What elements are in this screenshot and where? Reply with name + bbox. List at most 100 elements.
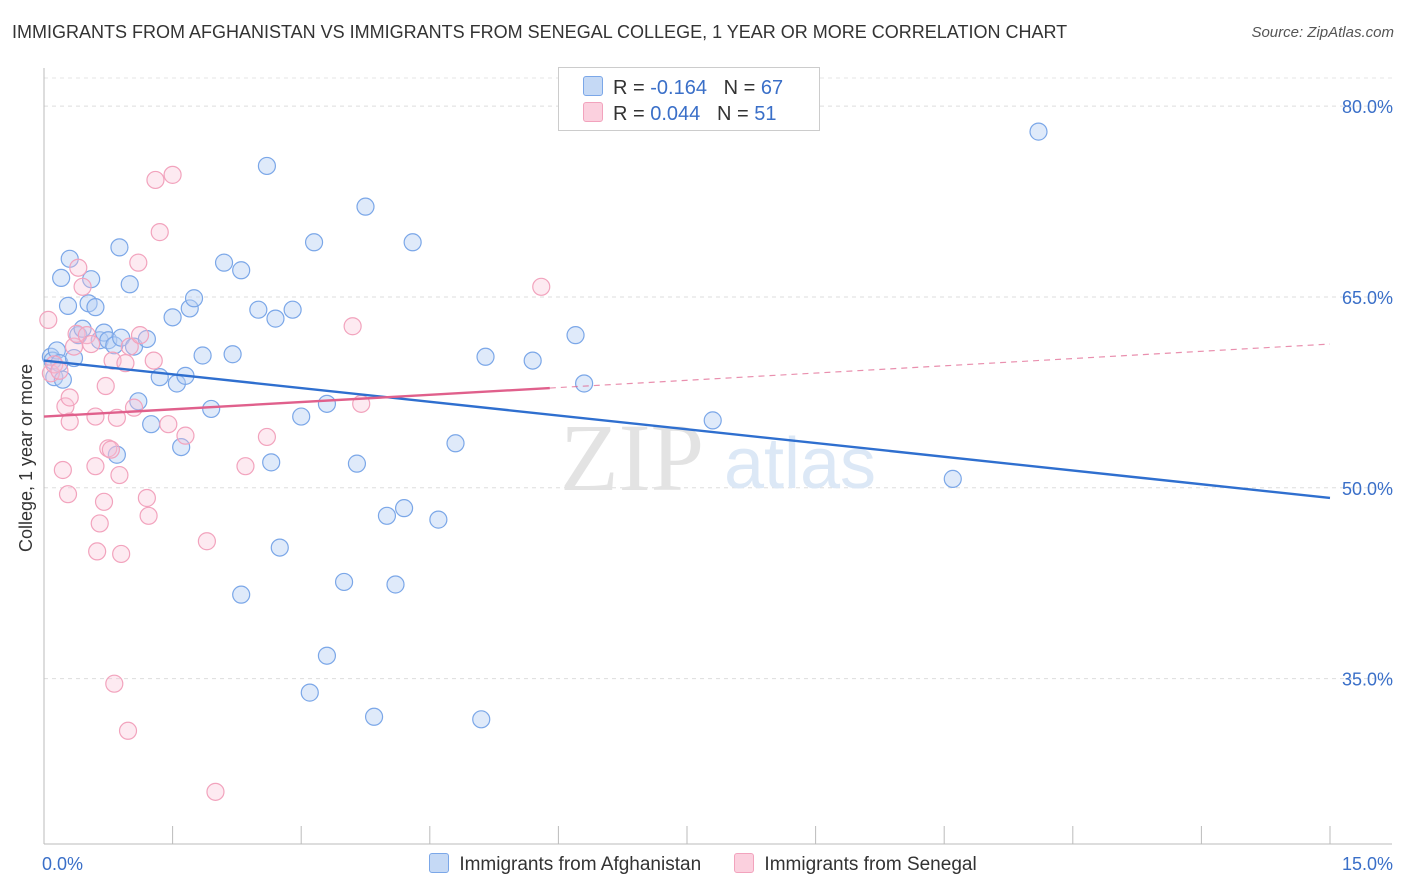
legend-swatch-afghanistan — [429, 853, 450, 873]
point-senegal — [112, 544, 131, 564]
axes — [43, 68, 1392, 845]
point-afghanistan — [270, 538, 289, 557]
point-afghanistan — [356, 197, 375, 216]
point-afghanistan — [105, 336, 124, 355]
point-senegal — [118, 721, 138, 740]
watermark-atlas: atlas — [724, 424, 876, 504]
y-tick-label: 35.0% — [1342, 670, 1393, 690]
point-afghanistan — [86, 298, 105, 317]
chart-source: Source: ZipAtlas.com — [1251, 24, 1394, 41]
point-senegal — [137, 488, 156, 508]
legend-item-afghanistan: Immigrants from Afghanistan — [429, 853, 701, 876]
point-afghanistan — [249, 300, 268, 319]
point-senegal — [130, 326, 150, 345]
point-afghanistan — [386, 575, 405, 594]
point-afghanistan — [566, 326, 585, 345]
point-senegal — [96, 376, 115, 396]
point-afghanistan — [334, 572, 354, 592]
point-senegal — [86, 407, 105, 426]
legend-swatch-senegal — [583, 102, 603, 122]
y-axis-label: College, 1 year or more — [16, 364, 36, 552]
trend-line-afghanistan — [43, 359, 1331, 500]
point-afghanistan — [523, 351, 542, 370]
point-afghanistan — [317, 646, 337, 665]
point-afghanistan — [943, 469, 962, 488]
point-afghanistan — [300, 683, 319, 702]
point-afghanistan — [58, 296, 78, 315]
point-senegal — [60, 412, 79, 431]
trend-line-senegal-extension — [549, 343, 1331, 389]
point-afghanistan — [163, 308, 182, 327]
trend-lines — [43, 343, 1331, 500]
chart-title: IMMIGRANTS FROM AFGHANISTAN VS IMMIGRANT… — [12, 22, 1068, 42]
point-afghanistan — [403, 233, 422, 252]
point-senegal — [73, 277, 92, 296]
point-senegal — [144, 351, 163, 370]
point-afghanistan — [377, 506, 397, 525]
point-senegal — [120, 337, 139, 356]
point-senegal — [50, 361, 69, 380]
point-afghanistan — [172, 437, 191, 457]
point-afghanistan — [1029, 122, 1048, 141]
point-afghanistan — [232, 261, 251, 280]
point-afghanistan — [257, 156, 277, 176]
point-afghanistan — [317, 394, 337, 413]
point-senegal — [58, 485, 78, 504]
axis-labels: College, 1 year or more 35.0% 50.0% 65.0% 8… — [16, 97, 1393, 874]
watermark: ZIP atlas — [560, 404, 876, 511]
point-senegal — [139, 506, 158, 525]
point-afghanistan — [476, 347, 495, 366]
point-senegal — [343, 317, 362, 336]
point-afghanistan — [292, 407, 311, 426]
point-senegal — [60, 388, 79, 407]
point-senegal — [86, 457, 105, 476]
x-tick-label: 0.0% — [42, 854, 83, 874]
point-senegal — [532, 277, 551, 296]
point-afghanistan — [214, 253, 234, 272]
point-afghanistan — [283, 300, 302, 319]
point-senegal — [257, 427, 277, 447]
point-senegal — [206, 782, 225, 801]
point-afghanistan — [266, 309, 285, 328]
watermark-zip: ZIP — [560, 404, 704, 511]
legend-item-senegal: Immigrants from Senegal — [734, 853, 977, 876]
point-senegal — [94, 492, 114, 511]
point-afghanistan — [394, 499, 414, 518]
point-senegal — [116, 354, 135, 373]
legend-swatch-afghanistan — [583, 76, 603, 96]
point-senegal — [176, 426, 195, 445]
trend-line-senegal — [43, 386, 550, 418]
point-afghanistan — [180, 299, 199, 318]
data-points — [39, 122, 1048, 801]
legend-r-value-afghanistan: -0.164 — [650, 77, 707, 99]
point-afghanistan — [703, 411, 722, 430]
legend-n-label: N = — [723, 77, 756, 99]
point-afghanistan — [446, 434, 465, 453]
point-afghanistan — [142, 415, 161, 434]
legend-r-label: R = — [613, 103, 645, 125]
point-afghanistan — [262, 453, 281, 472]
point-senegal — [101, 440, 120, 459]
point-senegal — [236, 457, 255, 476]
point-afghanistan — [429, 510, 448, 529]
legend-r-label: R = — [613, 77, 645, 99]
y-tick-label: 65.0% — [1342, 288, 1393, 308]
point-senegal — [110, 465, 129, 485]
point-senegal — [150, 223, 169, 242]
legend-n-label: N = — [716, 103, 749, 125]
point-senegal — [82, 334, 101, 354]
point-afghanistan — [223, 345, 242, 364]
point-senegal — [197, 532, 216, 551]
point-senegal — [163, 165, 182, 184]
x-tick-label: 15.0% — [1342, 854, 1393, 874]
legend-n-value-afghanistan: 67 — [760, 77, 784, 99]
point-senegal — [69, 258, 88, 277]
point-afghanistan — [193, 346, 212, 365]
point-afghanistan — [120, 275, 139, 294]
point-afghanistan — [202, 399, 221, 419]
y-tick-label: 80.0% — [1342, 97, 1393, 117]
legend-label-senegal: Immigrants from Senegal — [764, 854, 977, 875]
correlation-legend: R = -0.164 N = 67 R = 0.044 N = 51 — [558, 67, 820, 131]
point-senegal — [124, 398, 144, 417]
